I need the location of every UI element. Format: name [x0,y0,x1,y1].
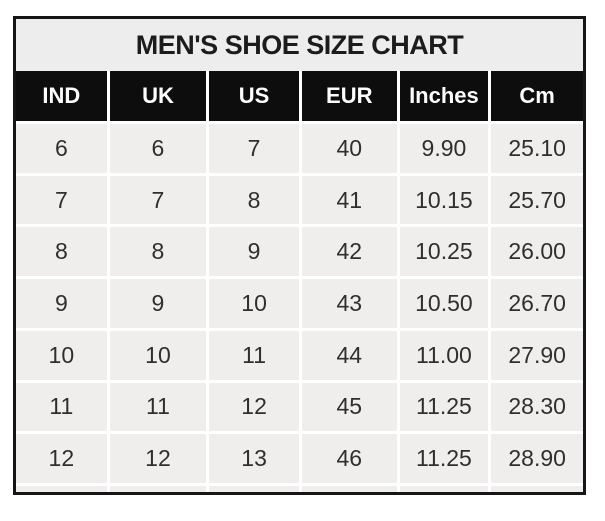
column-header-us: US [209,71,299,121]
cell-row6-ind: 11 [16,382,107,432]
cell-row5-eur: 44 [301,330,397,380]
cell-row3-uk: 8 [109,227,207,277]
cell-row3-ind: 8 [16,227,107,277]
cell-row1-ind: 6 [16,124,107,173]
column-header-inches: Inches [399,71,489,121]
cell-row1-uk: 6 [109,124,207,173]
size-table: IND UK US EUR Inches Cm 6 6 7 40 9.90 25.10 7 7 8 41 10.… [16,71,583,492]
bottom-strip-cell [109,486,207,492]
bottom-strip-cell [491,486,583,492]
cell-row2-eur: 41 [301,175,397,225]
cell-row6-uk: 11 [109,382,207,432]
cell-row3-eur: 42 [301,227,397,277]
cell-row5-cm: 27.90 [491,330,583,380]
cell-row1-cm: 25.10 [491,124,583,173]
cell-row6-eur: 45 [301,382,397,432]
bottom-strip-cell [209,486,299,492]
cell-row4-eur: 43 [301,279,397,328]
bottom-strip-cell [301,486,397,492]
cell-row4-ind: 9 [16,279,107,328]
cell-row5-us: 11 [209,330,299,380]
cell-row4-inches: 10.50 [399,279,489,328]
cell-row3-inches: 10.25 [399,227,489,277]
cell-row4-us: 10 [209,279,299,328]
cell-row3-cm: 26.00 [491,227,583,277]
cell-row5-uk: 10 [109,330,207,380]
cell-row6-inches: 11.25 [399,382,489,432]
bottom-strip-cell [399,486,489,492]
cell-row2-uk: 7 [109,175,207,225]
shoe-size-chart: MEN'S SHOE SIZE CHART IND UK US EUR Inches Cm… [13,16,586,495]
cell-row4-uk: 9 [109,279,207,328]
chart-title: MEN'S SHOE SIZE CHART [16,19,583,71]
cell-row7-cm: 28.90 [491,434,583,483]
column-header-cm: Cm [491,71,583,121]
cell-row3-us: 9 [209,227,299,277]
column-header-ind: IND [16,71,107,121]
column-header-uk: UK [109,71,207,121]
column-header-eur: EUR [301,71,397,121]
cell-row4-cm: 26.70 [491,279,583,328]
cell-row2-ind: 7 [16,175,107,225]
cell-row1-us: 7 [209,124,299,173]
cell-row1-eur: 40 [301,124,397,173]
cell-row5-inches: 11.00 [399,330,489,380]
cell-row5-ind: 10 [16,330,107,380]
cell-row2-us: 8 [209,175,299,225]
cell-row7-us: 13 [209,434,299,483]
cell-row7-eur: 46 [301,434,397,483]
cell-row2-cm: 25.70 [491,175,583,225]
cell-row2-inches: 10.15 [399,175,489,225]
cell-row6-cm: 28.30 [491,382,583,432]
bottom-strip-cell [16,486,107,492]
cell-row7-uk: 12 [109,434,207,483]
cell-row6-us: 12 [209,382,299,432]
cell-row7-inches: 11.25 [399,434,489,483]
cell-row1-inches: 9.90 [399,124,489,173]
cell-row7-ind: 12 [16,434,107,483]
